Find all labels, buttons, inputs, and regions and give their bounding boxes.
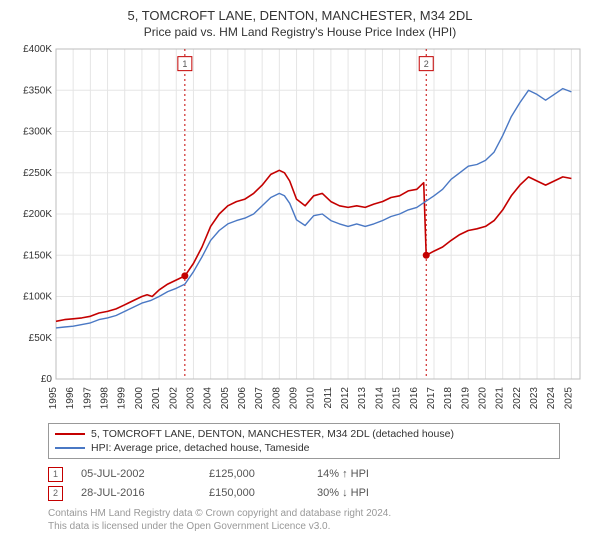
- svg-text:2004: 2004: [203, 386, 214, 409]
- legend-label: 5, TOMCROFT LANE, DENTON, MANCHESTER, M3…: [91, 428, 454, 440]
- svg-text:2006: 2006: [237, 386, 248, 409]
- legend-item: HPI: Average price, detached house, Tame…: [55, 441, 553, 455]
- svg-text:£250K: £250K: [23, 168, 52, 179]
- chart-title: 5, TOMCROFT LANE, DENTON, MANCHESTER, M3…: [10, 8, 590, 25]
- svg-text:1: 1: [182, 59, 187, 69]
- sale-date: 28-JUL-2016: [81, 487, 191, 499]
- svg-text:2: 2: [424, 59, 429, 69]
- sale-row: 2 28-JUL-2016 £150,000 30% ↓ HPI: [48, 484, 580, 503]
- legend-swatch: [55, 447, 85, 449]
- sale-date: 05-JUL-2002: [81, 468, 191, 480]
- svg-text:£50K: £50K: [29, 333, 53, 344]
- chart-area: £0 £50K £100K £150K £200K £250K £300K £350K £400…: [10, 43, 590, 421]
- svg-text:£100K: £100K: [23, 291, 52, 302]
- svg-text:1999: 1999: [117, 386, 128, 409]
- legend-item: 5, TOMCROFT LANE, DENTON, MANCHESTER, M3…: [55, 427, 553, 441]
- svg-text:2022: 2022: [512, 386, 523, 409]
- svg-text:2017: 2017: [426, 386, 437, 409]
- svg-text:2016: 2016: [409, 386, 420, 409]
- svg-text:1995: 1995: [48, 386, 59, 409]
- svg-text:2018: 2018: [443, 386, 454, 409]
- svg-text:2007: 2007: [254, 386, 265, 409]
- svg-text:£400K: £400K: [23, 44, 52, 55]
- legend-swatch: [55, 433, 85, 435]
- svg-text:2012: 2012: [340, 386, 351, 409]
- chart-subtitle: Price paid vs. HM Land Registry's House …: [10, 25, 590, 39]
- sale-price: £150,000: [209, 487, 299, 499]
- sales-table: 1 05-JUL-2002 £125,000 14% ↑ HPI 2 28-JUL-201…: [48, 465, 580, 503]
- svg-text:£0: £0: [41, 374, 53, 385]
- svg-text:£350K: £350K: [23, 85, 52, 96]
- svg-text:£200K: £200K: [23, 209, 52, 220]
- svg-text:1997: 1997: [82, 386, 93, 409]
- sale-row: 1 05-JUL-2002 £125,000 14% ↑ HPI: [48, 465, 580, 484]
- svg-text:2008: 2008: [271, 386, 282, 409]
- credits-line-2: This data is licensed under the Open Gov…: [48, 520, 580, 533]
- svg-text:2021: 2021: [495, 386, 506, 409]
- svg-text:2010: 2010: [306, 386, 317, 409]
- svg-text:2003: 2003: [185, 386, 196, 409]
- svg-text:1998: 1998: [100, 386, 111, 409]
- svg-text:2013: 2013: [357, 386, 368, 409]
- sale-price: £125,000: [209, 468, 299, 480]
- credits: Contains HM Land Registry data © Crown c…: [48, 507, 580, 533]
- svg-text:2014: 2014: [374, 386, 385, 409]
- svg-text:2011: 2011: [323, 386, 334, 408]
- svg-text:£150K: £150K: [23, 250, 52, 261]
- legend: 5, TOMCROFT LANE, DENTON, MANCHESTER, M3…: [48, 423, 560, 459]
- svg-text:2009: 2009: [289, 386, 300, 409]
- svg-text:2024: 2024: [546, 386, 557, 409]
- credits-line-1: Contains HM Land Registry data © Crown c…: [48, 507, 580, 520]
- svg-text:£300K: £300K: [23, 126, 52, 137]
- svg-text:2023: 2023: [529, 386, 540, 409]
- sale-hpi: 30% ↓ HPI: [317, 487, 417, 499]
- sale-hpi: 14% ↑ HPI: [317, 468, 417, 480]
- svg-text:2025: 2025: [563, 386, 574, 409]
- svg-text:2020: 2020: [478, 386, 489, 409]
- sale-marker: 2: [48, 486, 63, 501]
- svg-text:2002: 2002: [168, 386, 179, 409]
- svg-text:2001: 2001: [151, 386, 162, 409]
- svg-text:2019: 2019: [460, 386, 471, 409]
- svg-text:2015: 2015: [392, 386, 403, 409]
- svg-text:2000: 2000: [134, 386, 145, 409]
- sale-marker: 1: [48, 467, 63, 482]
- price-chart: £0 £50K £100K £150K £200K £250K £300K £350K £400…: [10, 43, 590, 421]
- svg-text:2005: 2005: [220, 386, 231, 409]
- svg-text:1996: 1996: [65, 386, 76, 409]
- legend-label: HPI: Average price, detached house, Tame…: [91, 442, 310, 454]
